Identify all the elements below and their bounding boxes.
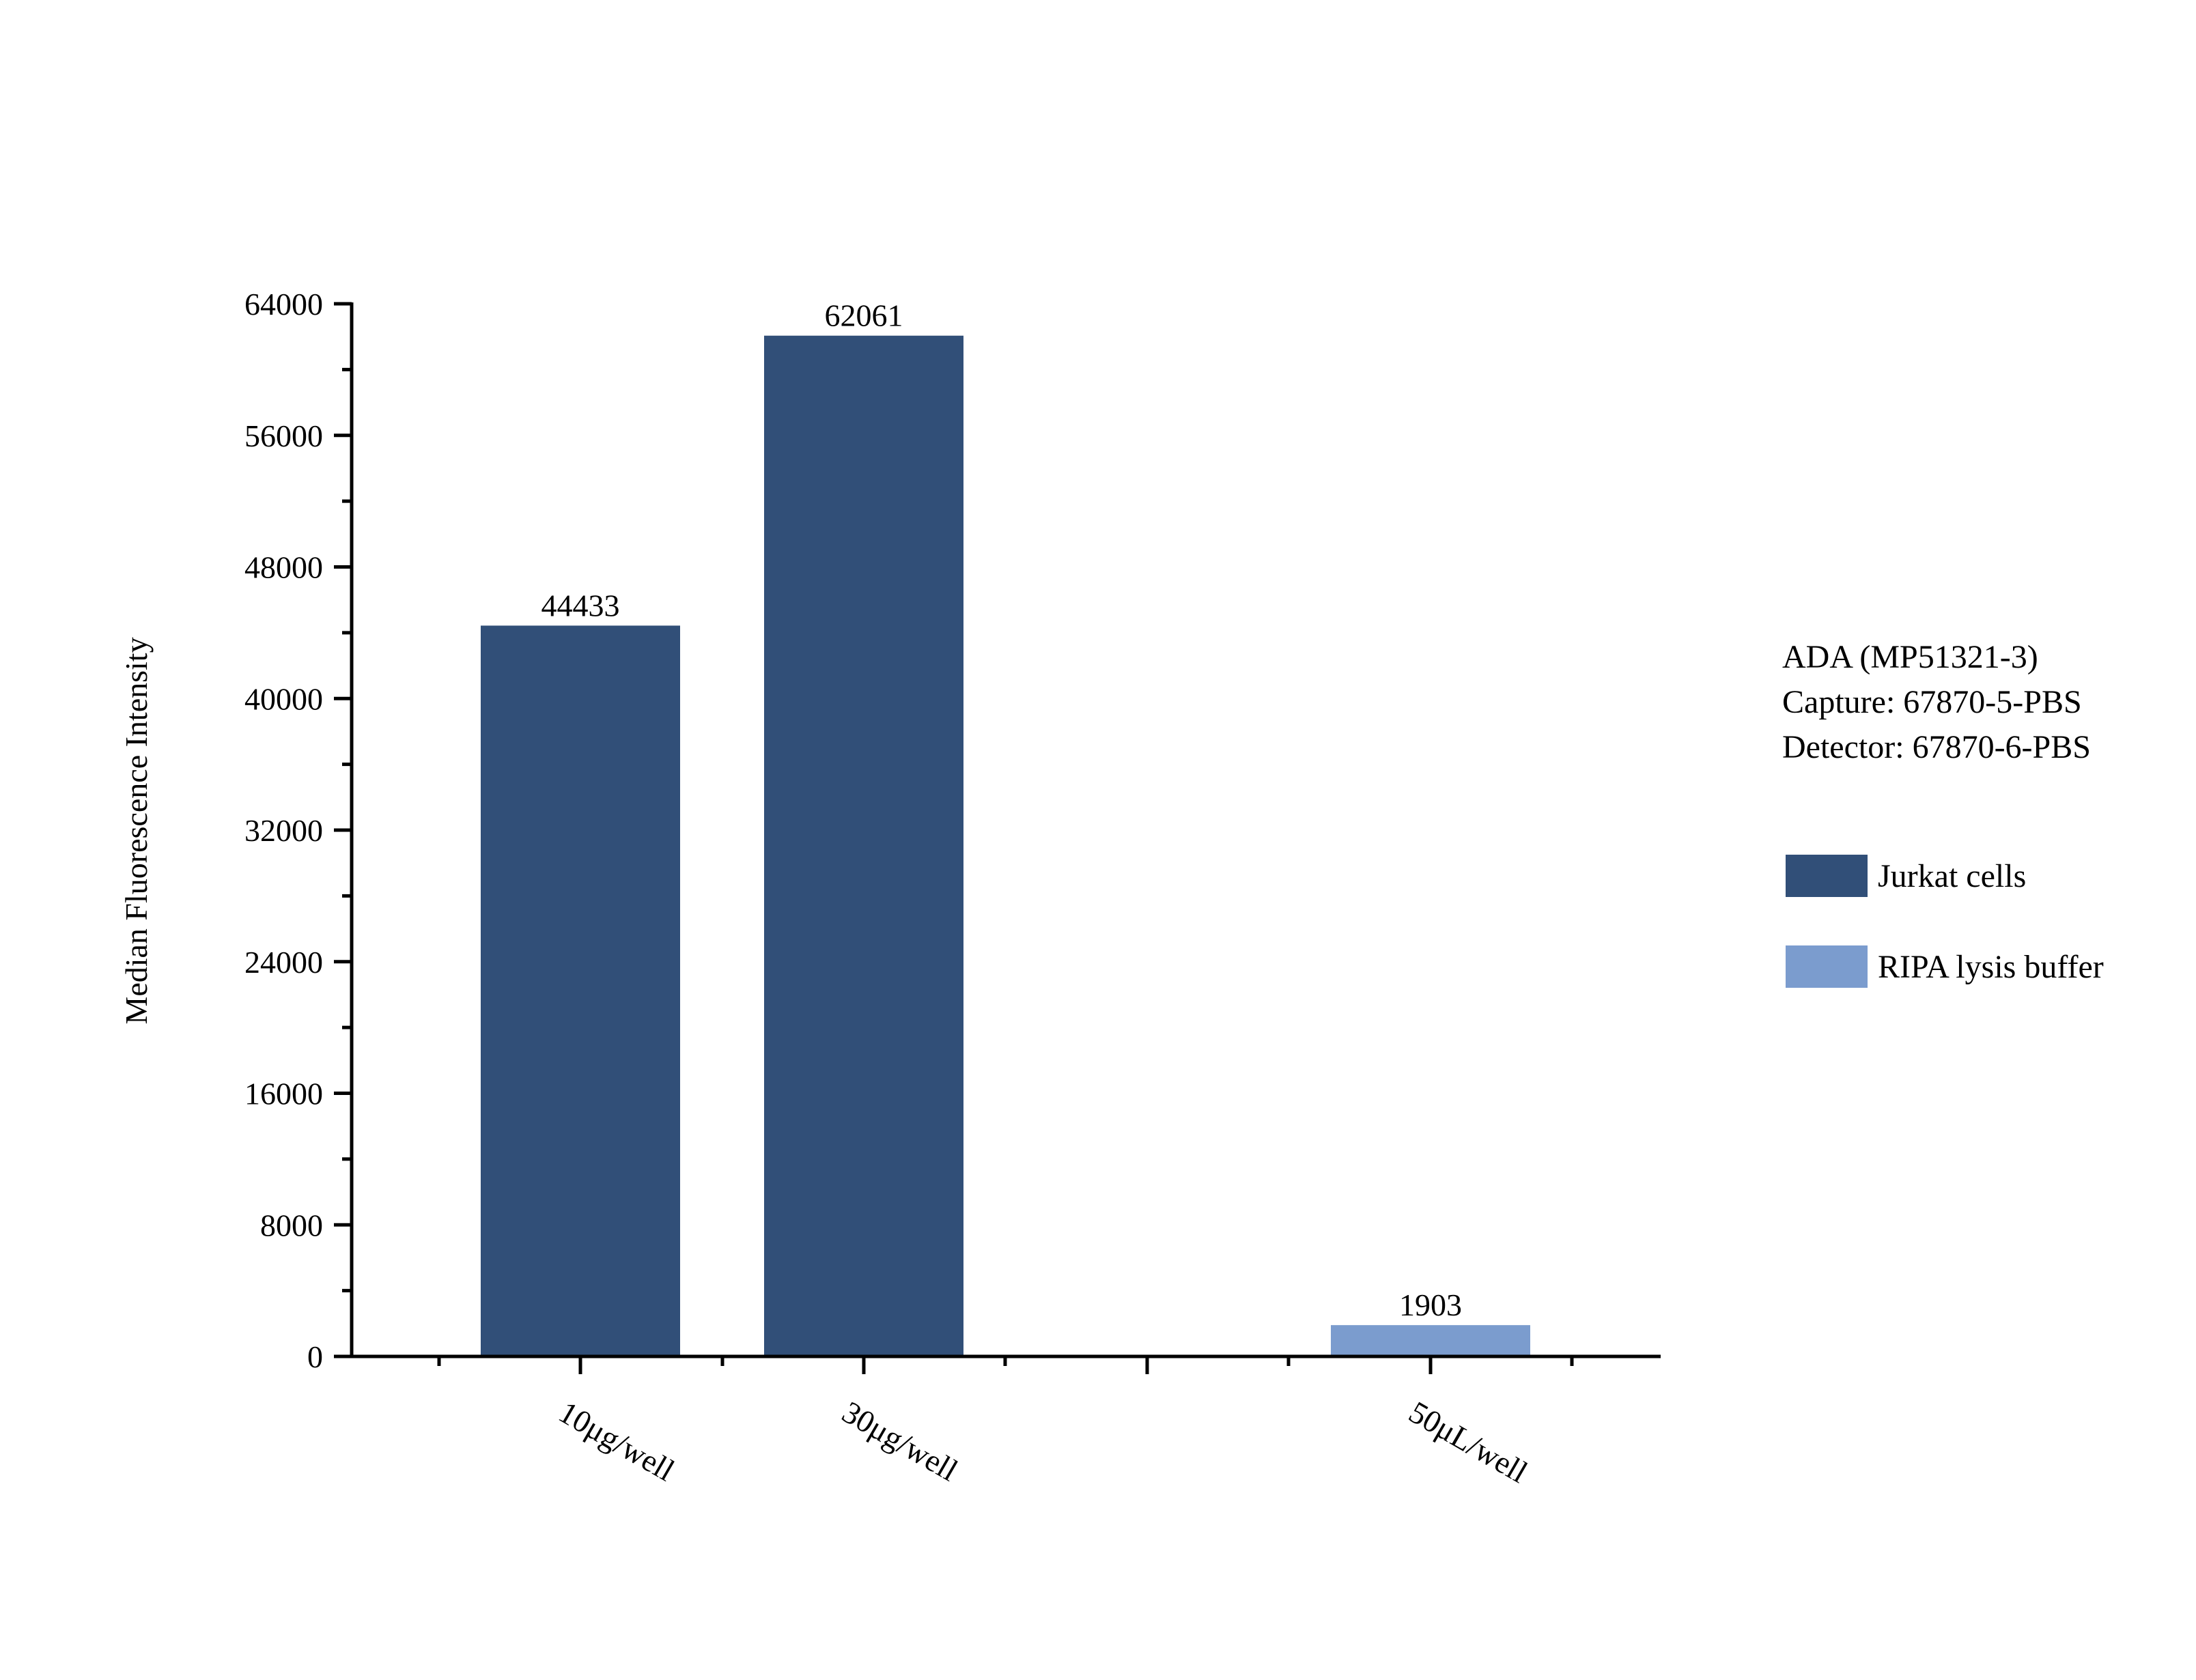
annotation-line: ADA (MP51321-3) [1782,639,2038,675]
legend: Jurkat cells RIPA lysis buffer [1786,855,2104,988]
legend-swatch [1786,945,1868,988]
y-axis-ticks: 0 8000 16000 24000 32000 40000 48000 56000 64000 [244,287,352,1374]
legend-label: Jurkat cells [1878,858,2026,894]
y-tick-label: 24000 [244,945,323,980]
y-tick-label: 32000 [244,813,323,848]
bar-jurkat-cells-0 [481,625,680,1356]
y-tick-label: 0 [307,1339,323,1374]
bar-jurkat-cells-1 [764,335,963,1356]
bar-ripa-lysis-buffer-2 [1331,1325,1530,1356]
legend-swatch [1786,855,1868,897]
data-labels-group: 44433 62061 1903 [541,298,1463,1322]
x-category-label: 30μg/well [836,1394,963,1487]
annotation-line: Detector: 67870-6-PBS [1782,729,2091,765]
y-tick-label: 48000 [244,550,323,585]
y-tick-label: 56000 [244,418,323,453]
data-label-2: 1903 [1399,1287,1462,1322]
annotation-line: Capture: 67870-5-PBS [1782,684,2082,720]
x-axis-ticks [437,1356,1574,1374]
bars-group [481,335,1530,1356]
data-label-0: 44433 [541,588,620,623]
y-axis-title: Median Fluorescence Intensity [119,637,154,1024]
chart-annotation: ADA (MP51321-3) Capture: 67870-5-PBS Detec… [1782,639,2091,765]
data-label-1: 62061 [825,298,903,333]
y-tick-label: 40000 [244,681,323,716]
y-tick-label: 16000 [244,1077,323,1111]
x-category-label: 50μL/well [1403,1394,1534,1490]
x-category-labels: 10μg/well 30μg/well 50μL/well [553,1394,1534,1490]
y-tick-label: 8000 [260,1208,323,1242]
legend-label: RIPA lysis buffer [1878,949,2104,985]
x-category-label: 10μg/well [553,1394,680,1487]
y-tick-label: 64000 [244,287,323,322]
